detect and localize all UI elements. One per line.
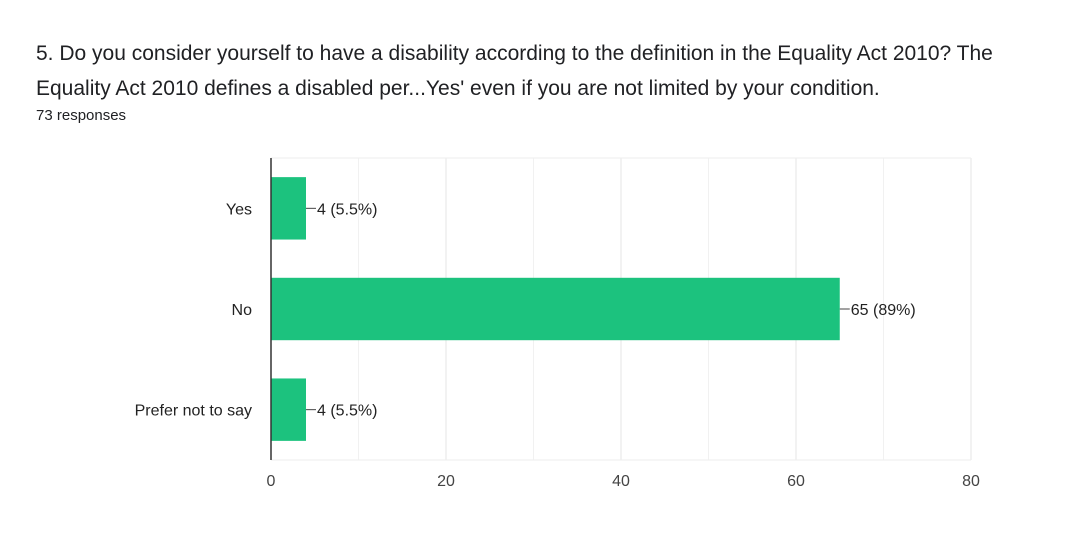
x-tick-label: 0 [267, 473, 276, 490]
category-label: Prefer not to say [135, 403, 252, 420]
x-tick-label: 20 [437, 473, 455, 490]
response-count: 73 responses [36, 107, 127, 124]
category-label: Yes [226, 201, 252, 218]
bar-yes [271, 177, 306, 240]
x-tick-label: 80 [962, 473, 980, 490]
x-tick-label: 40 [612, 473, 630, 490]
data-label: 65 (89%) [851, 302, 916, 319]
category-label: No [232, 302, 253, 319]
bar-no [271, 277, 840, 341]
x-tick-label: 60 [787, 473, 805, 490]
data-label: 4 (5.5%) [317, 201, 377, 218]
data-label: 4 (5.5%) [317, 403, 377, 420]
bar-prefer-not-to-say [271, 378, 306, 441]
question-title: 5. Do you consider yourself to have a di… [36, 42, 993, 100]
